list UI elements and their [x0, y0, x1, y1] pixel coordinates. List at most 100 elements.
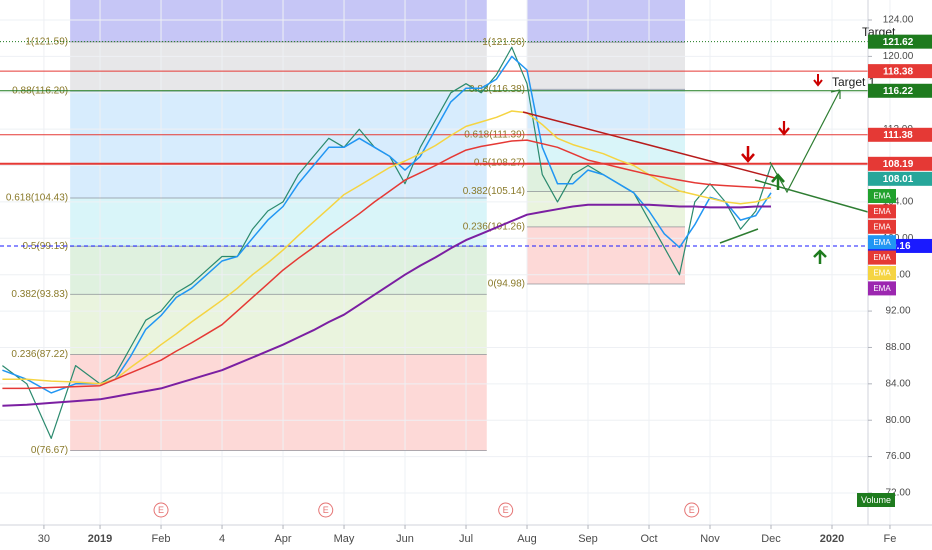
x-tick-label: Dec [761, 533, 781, 545]
fib-label: 0.236(101.26) [463, 221, 525, 232]
price-tag [868, 34, 932, 49]
indicator-tag [868, 204, 896, 219]
y-tick-label: 120.00 [883, 51, 914, 62]
y-tick-label: 76.00 [885, 451, 910, 462]
fib-band [70, 354, 487, 451]
indicator-tag [868, 219, 896, 234]
fib-label: 1(121.56) [482, 37, 525, 48]
indicator-label: EMA [873, 269, 891, 278]
price-tag-label: 108.19 [883, 159, 914, 170]
event-marker [153, 502, 169, 518]
fib-label: 0.382(105.14) [463, 186, 525, 197]
y-tick-label: 92.00 [885, 306, 910, 317]
indicator-tag [868, 189, 896, 203]
levels: 1(121.59)0.88(116.20)0.618(104.43)0.5(99… [0, 37, 868, 456]
x-tick-label: Sep [578, 533, 598, 545]
fib-label: 0.382(93.83) [11, 289, 68, 300]
y-tick-label: 84.00 [885, 378, 910, 389]
fib-band [527, 134, 686, 164]
price-tag [868, 127, 932, 142]
axes: 124.00120.00116.00112.00108.00104.00100.… [38, 15, 932, 545]
x-tick-label: Apr [274, 533, 291, 545]
fib-label: 1(121.59) [25, 37, 68, 48]
fib-band [527, 42, 686, 90]
up-arrow [813, 249, 827, 264]
volume-badge [857, 493, 895, 507]
series [2, 46, 772, 439]
indicator-tag [868, 266, 896, 280]
indicator-label: EMA [873, 222, 891, 231]
fib-band [527, 191, 686, 227]
up-arrow [771, 173, 785, 190]
y-tick-label: 96.00 [885, 269, 910, 280]
x-tick-label: 2020 [820, 533, 844, 545]
fib-label: 0.236(87.22) [11, 349, 68, 360]
trend-line [522, 111, 776, 179]
fib-band [527, 89, 686, 135]
price-tag [868, 156, 932, 171]
x-tick-label: Jun [396, 533, 414, 545]
x-tick-label: Jul [459, 533, 473, 545]
indicator-tag [868, 250, 896, 265]
series-line [2, 139, 772, 390]
price-tag-label: 116.22 [883, 86, 913, 97]
event-marker [318, 502, 334, 518]
series-line [2, 46, 772, 439]
down-arrow [741, 146, 755, 163]
indicator-tag [868, 281, 896, 296]
fib-band [70, 41, 487, 91]
y-tick-label: 72.00 [885, 488, 910, 499]
down-arrow [813, 74, 823, 87]
event-label: E [323, 505, 329, 515]
x-tick-label: Fe [884, 533, 897, 545]
fib-top-band [527, 0, 686, 43]
x-tick-label: May [334, 533, 355, 545]
fib-band [70, 90, 487, 199]
volume-label: Volume [861, 495, 891, 505]
price-tag [868, 64, 932, 79]
y-tick-label: 88.00 [885, 342, 910, 353]
fib-band [70, 294, 487, 355]
indicator-label: EMA [873, 284, 891, 293]
indicator-label: EMA [873, 207, 891, 216]
fib-top-band [70, 0, 487, 42]
event-label: E [158, 505, 164, 515]
price-tag-label: 111.38 [883, 130, 913, 141]
y-tick-label: 124.00 [883, 15, 914, 26]
indicator-label: EMA [873, 192, 891, 201]
event-marker [684, 502, 700, 518]
x-tick-label: 4 [219, 533, 225, 545]
event-label: E [503, 505, 509, 515]
fib-band [527, 163, 686, 192]
annotation: Target 1 [832, 75, 876, 89]
fib-label: 0.88(116.38) [469, 84, 525, 95]
x-tick-label: Nov [700, 533, 720, 545]
arrow-head [830, 89, 841, 99]
event-marker [498, 502, 514, 518]
indicator-label: EMA [873, 238, 891, 247]
x-tick-label: 2019 [88, 533, 112, 545]
drawings: Target 1 Target [522, 25, 896, 264]
indicator-label: EMA [873, 253, 891, 262]
price-tag-label: 118.38 [883, 66, 913, 77]
y-tick-label: 100.00 [883, 233, 914, 244]
price-tag-label: 108.01 [883, 174, 914, 185]
series-line [2, 203, 771, 407]
series-line [2, 55, 772, 394]
trend-line [754, 179, 869, 213]
price-tag-label: 99.16 [885, 241, 910, 252]
x-tick-label: Feb [152, 533, 171, 545]
price-tag-label: 121.62 [883, 37, 914, 48]
fib-label: 0(76.67) [31, 445, 68, 456]
fib-label: 0(94.98) [488, 279, 525, 290]
price-tag [868, 171, 932, 186]
fib-label: 0.618(104.43) [6, 193, 68, 204]
y-tick-label: 80.00 [885, 415, 910, 426]
fib-band [527, 226, 686, 284]
indicator-tag [868, 235, 896, 250]
x-tick-label: 30 [38, 533, 50, 545]
y-tick-label: 104.00 [883, 197, 914, 208]
x-tick-label: Aug [517, 533, 537, 545]
event-label: E [689, 505, 695, 515]
